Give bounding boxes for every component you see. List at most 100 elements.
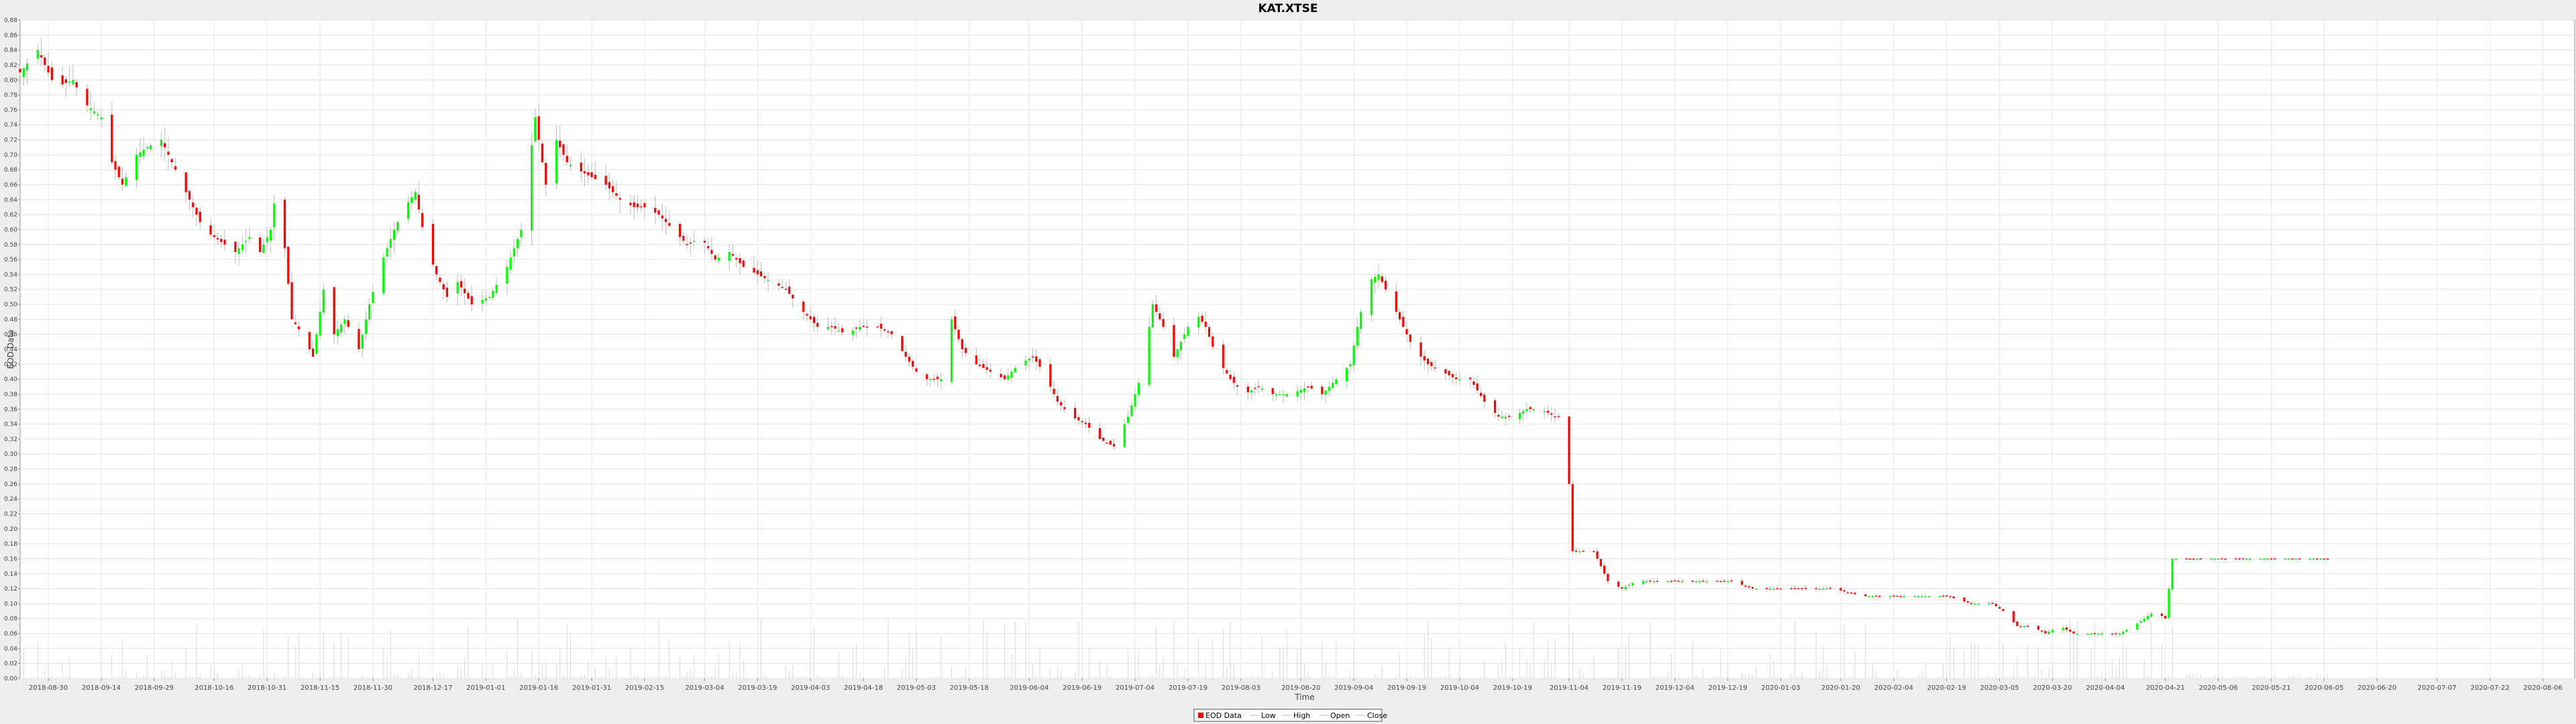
candle bbox=[2259, 558, 2262, 560]
candle bbox=[386, 248, 388, 257]
volume-bar bbox=[630, 648, 631, 678]
legend-label: High bbox=[1293, 711, 1310, 720]
y-tick-label: 0.66 bbox=[4, 182, 17, 189]
volume-bar bbox=[1445, 675, 1446, 678]
candle bbox=[364, 319, 368, 335]
candle bbox=[1854, 593, 1856, 595]
candle bbox=[1913, 596, 1917, 597]
candle bbox=[68, 81, 71, 83]
volume-bar bbox=[2171, 627, 2173, 678]
candle bbox=[926, 374, 928, 379]
candle bbox=[195, 207, 198, 215]
volume-bar bbox=[362, 674, 363, 678]
y-tick-label: 0.52 bbox=[4, 287, 17, 294]
candle bbox=[297, 326, 301, 330]
y-tick-label: 0.44 bbox=[4, 347, 17, 353]
candle bbox=[2189, 558, 2192, 560]
candle bbox=[1024, 360, 1027, 366]
candle bbox=[1779, 588, 1782, 590]
candle bbox=[837, 330, 840, 332]
x-tick-label: 2019-12-19 bbox=[1709, 684, 1748, 692]
candle bbox=[2122, 631, 2125, 635]
candle bbox=[1106, 442, 1108, 444]
volume-bar bbox=[2274, 674, 2275, 678]
candle bbox=[1031, 356, 1034, 358]
volume-bar bbox=[1656, 676, 1658, 678]
candle bbox=[2217, 558, 2220, 560]
volume-bar bbox=[436, 673, 437, 678]
volume-bar bbox=[1360, 676, 1362, 678]
volume-bar bbox=[1424, 634, 1425, 678]
candle bbox=[1226, 370, 1228, 374]
x-tick-label: 2019-03-19 bbox=[738, 684, 777, 692]
volume-bar bbox=[1826, 666, 1827, 678]
candle bbox=[2220, 558, 2223, 560]
y-tick-label: 0.70 bbox=[4, 152, 17, 159]
candle bbox=[1871, 596, 1874, 597]
volume-bar bbox=[2038, 646, 2039, 678]
volume-bar bbox=[1579, 667, 1580, 678]
candle bbox=[1151, 304, 1154, 328]
candle bbox=[1222, 345, 1225, 368]
volume-bar bbox=[764, 673, 765, 678]
candle bbox=[1279, 394, 1281, 396]
candle bbox=[442, 284, 445, 290]
y-tick-label: 0.82 bbox=[4, 62, 17, 69]
x-tick-label: 2020-07-22 bbox=[2471, 684, 2510, 692]
candle bbox=[1137, 383, 1140, 396]
candle bbox=[1014, 367, 1016, 373]
candle bbox=[311, 348, 315, 357]
candle bbox=[1716, 581, 1719, 582]
volume-bar bbox=[1152, 674, 1153, 678]
candle bbox=[1868, 596, 1870, 597]
candle bbox=[1102, 437, 1105, 441]
x-tick-label: 2019-06-04 bbox=[1010, 684, 1049, 692]
candle bbox=[513, 248, 515, 257]
volume-bar bbox=[608, 669, 610, 678]
x-tick-label: 2019-01-16 bbox=[519, 684, 558, 692]
candle bbox=[1134, 394, 1136, 407]
candle bbox=[580, 162, 582, 172]
candle bbox=[1952, 596, 1955, 599]
candle bbox=[1843, 590, 1845, 592]
candle bbox=[1476, 383, 1479, 391]
x-tick-label: 2019-09-04 bbox=[1334, 684, 1373, 692]
candle bbox=[2061, 627, 2064, 630]
candle bbox=[1296, 391, 1299, 397]
volume-bar bbox=[217, 672, 219, 678]
volume-bar bbox=[383, 649, 384, 678]
candle bbox=[950, 319, 953, 382]
candle bbox=[678, 223, 682, 237]
candle bbox=[315, 334, 318, 354]
candle bbox=[2263, 558, 2265, 560]
legend-label: EOD Data bbox=[1205, 711, 1242, 720]
x-tick-label: 2020-02-19 bbox=[1927, 684, 1966, 692]
volume-bar bbox=[1593, 657, 1595, 678]
y-tick-label: 0.22 bbox=[4, 511, 17, 518]
candle bbox=[2288, 558, 2290, 560]
candle bbox=[788, 286, 791, 294]
candle bbox=[488, 296, 491, 298]
volume-bar bbox=[633, 675, 635, 678]
volume-bar bbox=[2316, 673, 2318, 678]
candle bbox=[199, 211, 201, 223]
candle bbox=[1321, 386, 1324, 394]
candle bbox=[1829, 588, 1831, 589]
y-tick-label: 0.02 bbox=[4, 661, 17, 668]
volume-bar bbox=[1484, 660, 1485, 678]
candle bbox=[890, 331, 893, 335]
x-tick-label: 2019-09-19 bbox=[1387, 684, 1426, 692]
candle bbox=[1232, 377, 1235, 383]
candle bbox=[2111, 633, 2114, 635]
candle bbox=[1554, 416, 1556, 418]
volume-bar bbox=[644, 676, 645, 678]
volume-bar bbox=[1498, 666, 1499, 678]
volume-bar bbox=[965, 668, 967, 678]
volume-bar bbox=[1678, 674, 1679, 678]
volume-bar bbox=[1505, 641, 1506, 678]
x-tick-label: 2019-04-18 bbox=[844, 684, 883, 692]
candle bbox=[2326, 558, 2329, 560]
candle bbox=[664, 219, 667, 223]
candle bbox=[954, 316, 957, 330]
y-tick-label: 0.36 bbox=[4, 406, 17, 413]
